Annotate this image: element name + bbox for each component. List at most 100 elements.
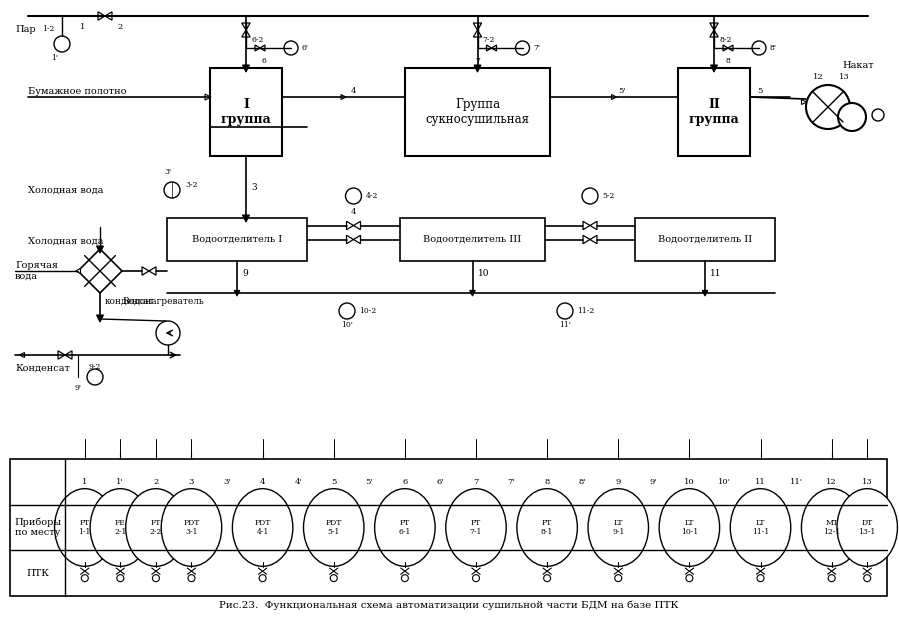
Text: 7': 7' — [533, 44, 540, 52]
Text: FT
2-2: FT 2-2 — [150, 519, 162, 536]
Text: II
группа: II группа — [689, 98, 739, 126]
Text: 11-2: 11-2 — [577, 307, 594, 315]
Circle shape — [838, 103, 866, 131]
Text: LT
11-1: LT 11-1 — [752, 519, 770, 536]
Text: PT
8-1: PT 8-1 — [541, 519, 553, 536]
Text: 7': 7' — [508, 478, 515, 486]
Text: 4': 4' — [294, 478, 302, 486]
Ellipse shape — [55, 489, 115, 567]
Circle shape — [54, 36, 70, 52]
Text: 3-2: 3-2 — [185, 181, 198, 189]
Polygon shape — [243, 65, 250, 72]
Polygon shape — [255, 45, 260, 51]
Polygon shape — [723, 45, 728, 51]
Text: 9: 9 — [616, 478, 621, 486]
Polygon shape — [702, 290, 708, 296]
Circle shape — [330, 575, 337, 582]
Polygon shape — [710, 23, 718, 30]
Circle shape — [259, 575, 266, 582]
Ellipse shape — [126, 489, 186, 567]
Text: 9: 9 — [242, 268, 248, 278]
Text: Водонагреватель: Водонагреватель — [122, 296, 204, 306]
Polygon shape — [710, 30, 718, 37]
Text: 3: 3 — [189, 478, 194, 486]
Text: 12: 12 — [826, 478, 837, 486]
Text: 5': 5' — [365, 478, 373, 486]
Circle shape — [828, 575, 835, 582]
Text: MT
12-1: MT 12-1 — [823, 519, 841, 536]
Text: PT
1-1: PT 1-1 — [78, 519, 91, 536]
Polygon shape — [142, 267, 149, 275]
Text: PT
6-1: PT 6-1 — [398, 519, 411, 536]
Text: I
группа: I группа — [220, 98, 271, 126]
Text: 10: 10 — [684, 478, 695, 486]
Text: Рис.23.  Функциональная схема автоматизации сушильной части БДМ на базе ПТК: Рис.23. Функциональная схема автоматизац… — [219, 600, 679, 610]
Text: конденсат: конденсат — [105, 296, 155, 306]
Circle shape — [864, 575, 871, 582]
Text: 3: 3 — [251, 182, 256, 192]
Circle shape — [615, 575, 622, 582]
Circle shape — [557, 303, 573, 319]
Text: PT
7-1: PT 7-1 — [470, 519, 482, 536]
Bar — [10, 459, 887, 596]
Text: Холодная вода: Холодная вода — [28, 185, 103, 195]
Text: Водоотделитель I: Водоотделитель I — [191, 235, 282, 244]
Text: DT
13-1: DT 13-1 — [859, 519, 876, 536]
Text: 13: 13 — [839, 73, 850, 81]
Text: 12: 12 — [813, 73, 823, 81]
Polygon shape — [492, 45, 496, 51]
Circle shape — [339, 303, 355, 319]
Bar — [400, 218, 545, 261]
Ellipse shape — [659, 489, 719, 567]
Circle shape — [156, 321, 180, 345]
Text: 11': 11' — [789, 478, 803, 486]
Circle shape — [544, 575, 550, 582]
Polygon shape — [205, 94, 211, 100]
Text: 9': 9' — [650, 478, 658, 486]
Text: Бумажное полотно: Бумажное полотно — [28, 87, 127, 95]
Text: 9': 9' — [75, 384, 82, 392]
Polygon shape — [473, 23, 482, 30]
Text: 6': 6' — [437, 478, 444, 486]
Text: 13: 13 — [862, 478, 873, 486]
Text: Холодная вода: Холодная вода — [28, 236, 103, 245]
Ellipse shape — [375, 489, 435, 567]
Ellipse shape — [90, 489, 150, 567]
Circle shape — [153, 575, 159, 582]
Circle shape — [686, 575, 693, 582]
Text: 1: 1 — [80, 23, 85, 31]
Text: 2: 2 — [118, 23, 122, 31]
Text: ПТК: ПТК — [26, 568, 49, 578]
Polygon shape — [474, 65, 481, 72]
Text: Пар: Пар — [15, 26, 36, 34]
Polygon shape — [353, 222, 360, 230]
Bar — [678, 68, 750, 156]
Polygon shape — [583, 222, 590, 230]
Circle shape — [188, 575, 195, 582]
Circle shape — [284, 41, 298, 55]
Text: 5: 5 — [757, 87, 762, 95]
Circle shape — [806, 85, 850, 129]
Polygon shape — [728, 45, 733, 51]
Text: Приборы
по месту: Приборы по месту — [14, 517, 61, 537]
Polygon shape — [590, 235, 597, 244]
Polygon shape — [149, 267, 156, 275]
Ellipse shape — [517, 489, 577, 567]
Polygon shape — [20, 353, 24, 358]
Text: FE
2-1: FE 2-1 — [114, 519, 127, 536]
Ellipse shape — [304, 489, 364, 567]
Text: 1: 1 — [82, 478, 87, 486]
Polygon shape — [260, 45, 265, 51]
Text: 4: 4 — [351, 87, 356, 95]
Bar — [635, 218, 775, 261]
Text: 8: 8 — [545, 478, 550, 486]
Polygon shape — [590, 222, 597, 230]
Bar — [167, 218, 307, 261]
Circle shape — [164, 182, 180, 198]
Circle shape — [752, 41, 766, 55]
Text: 5': 5' — [619, 87, 626, 95]
Circle shape — [117, 575, 124, 582]
Text: 8: 8 — [725, 57, 730, 65]
Ellipse shape — [161, 489, 222, 567]
Polygon shape — [105, 12, 112, 20]
